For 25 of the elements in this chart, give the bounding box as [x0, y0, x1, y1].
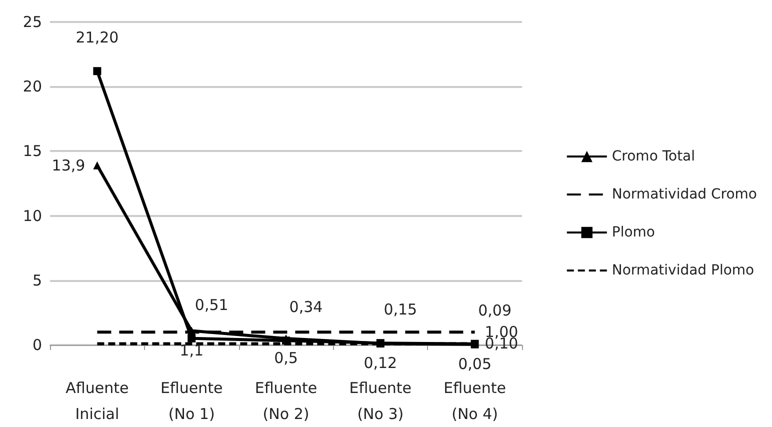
data-label: 0,12	[364, 354, 398, 372]
data-label: 21,20	[76, 28, 119, 47]
y-tick-label: 20	[22, 78, 42, 96]
y-tick-label: 5	[32, 271, 42, 290]
legend-label: Plomo	[612, 224, 655, 240]
data-label: 0,51	[194, 296, 228, 314]
data-label: 0,05	[458, 354, 492, 373]
data-label: 0,34	[289, 298, 323, 316]
x-tick-label: Efluente (No 1)	[160, 379, 223, 423]
data-label: 1,1	[180, 341, 204, 360]
y-tick-label: 0	[32, 336, 42, 354]
legend-label: Cromo Total	[612, 148, 696, 164]
data-label: 0,15	[384, 300, 418, 319]
y-tick-label: 15	[22, 142, 42, 160]
data-label: 13,9	[52, 156, 86, 174]
data-label: 0,09	[478, 301, 512, 320]
legend-label: Normatividad Plomo	[612, 262, 754, 278]
data-label: 0,5	[274, 349, 298, 368]
legend-label: Normatividad Cromo	[612, 186, 758, 202]
y-tick-label: 10	[22, 206, 42, 225]
x-tick-label: Efluente (No 2)	[254, 379, 318, 423]
y-tick-label: 25	[22, 13, 42, 31]
x-tick-label: Afluente Inicial	[66, 379, 129, 423]
x-tick-label: Efluente (No 4)	[444, 379, 506, 423]
x-tick-label: Efluente (No 3)	[349, 379, 412, 423]
